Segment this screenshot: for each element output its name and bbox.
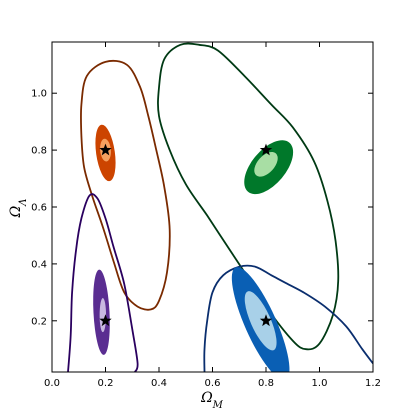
- x-tick-label: 0.2: [98, 378, 114, 389]
- inner-contour: [254, 151, 278, 177]
- outer-contour: [157, 42, 340, 351]
- x-tick-label: 0.6: [205, 378, 221, 389]
- outer-contour: [203, 264, 373, 372]
- x-axis-label: ΩM: [200, 390, 224, 411]
- axis-ticks: 0.0 0.2 0.4 0.6 0.8 1.0 1.2 0.2 0.4 0.6 0.8 1.0: [31, 42, 381, 389]
- outer-contour: [67, 193, 139, 372]
- x-tick-label: 1.2: [365, 378, 381, 389]
- contour-group: [79, 59, 171, 311]
- contour-group: [203, 264, 373, 372]
- y-tick-label: 0.2: [31, 316, 47, 327]
- x-tick-label: 0.4: [151, 378, 167, 389]
- outer-contour: [79, 59, 171, 311]
- y-tick-label: 0.6: [31, 203, 47, 214]
- contour-group: [157, 42, 340, 351]
- fiducial-star: [259, 314, 273, 327]
- y-tick-label: 0.8: [31, 146, 47, 157]
- y-tick-label: 0.4: [31, 259, 47, 270]
- contour-group: [67, 193, 139, 372]
- y-tick-label: 1.0: [31, 89, 47, 100]
- y-axis-label: ΩΛ: [8, 199, 29, 219]
- x-tick-label: 1.0: [312, 378, 328, 389]
- x-tick-label: 0.8: [258, 378, 274, 389]
- x-tick-label: 0.0: [44, 378, 60, 389]
- fiducial-star: [259, 143, 273, 156]
- fiducial-star: [99, 143, 112, 156]
- inner-contour: [99, 298, 107, 333]
- inner-contour: [244, 291, 277, 351]
- fiducial-star: [99, 314, 112, 327]
- contour-layer: [67, 42, 373, 372]
